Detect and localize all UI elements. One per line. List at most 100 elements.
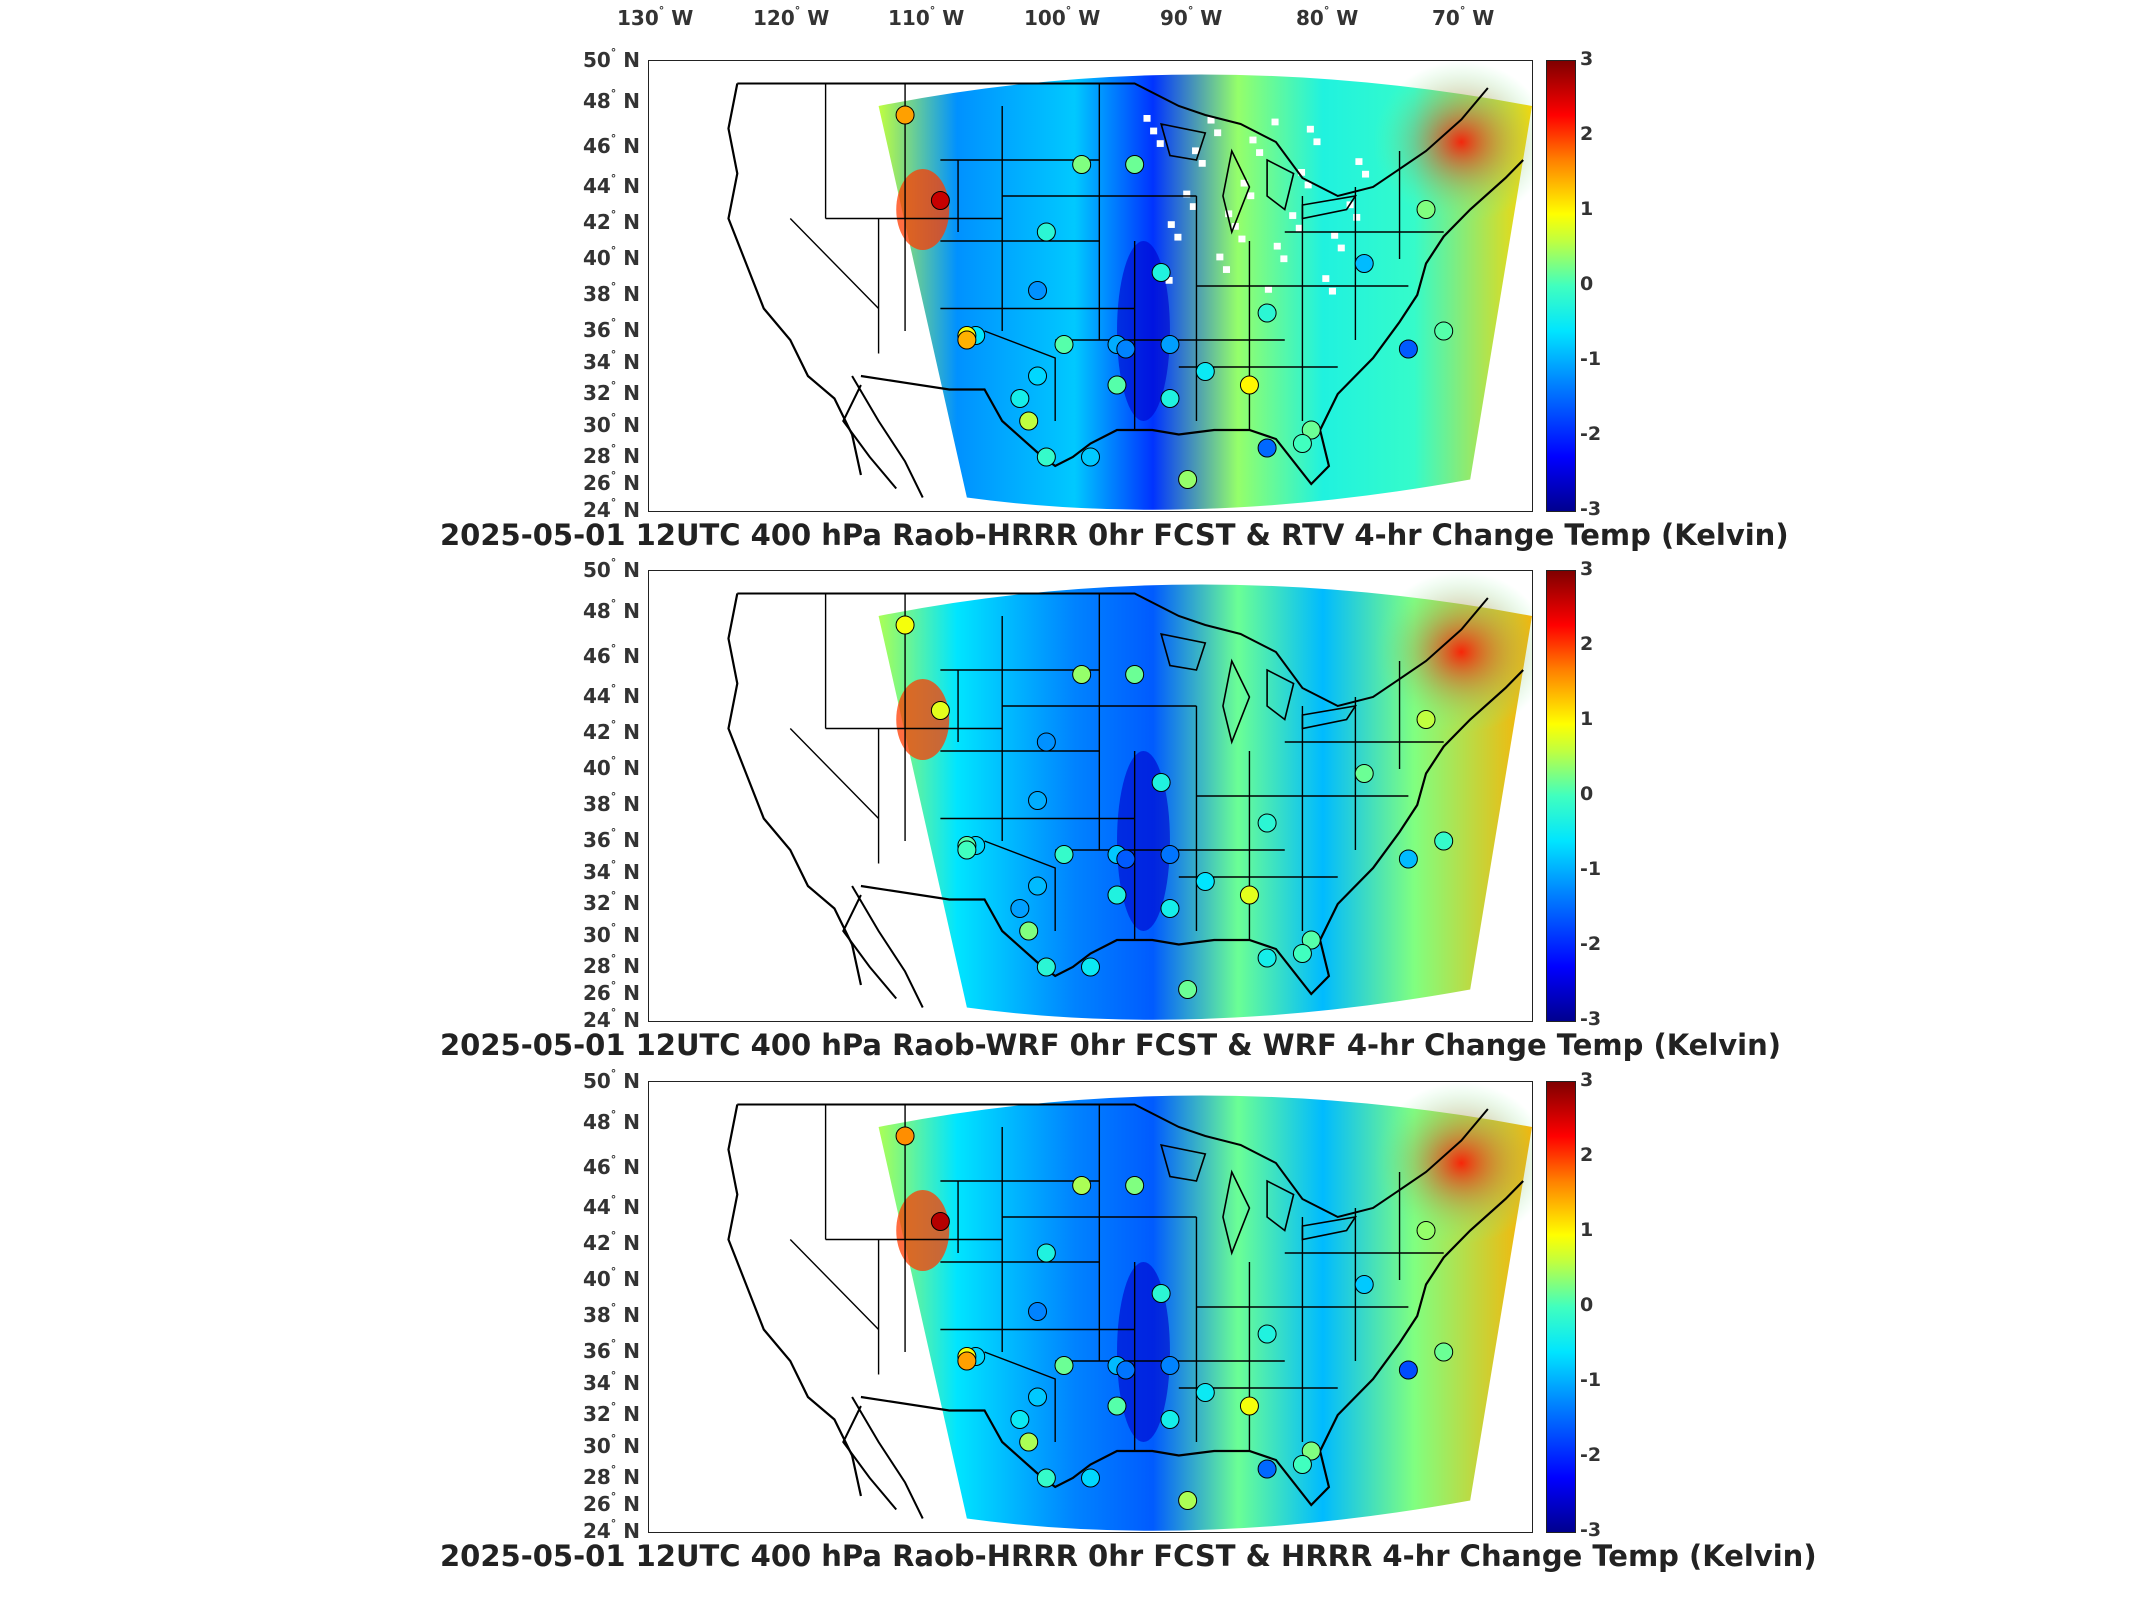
raob-station-marker xyxy=(1011,1411,1029,1429)
warm-anomaly-west xyxy=(896,679,950,760)
raob-station-marker xyxy=(1417,201,1435,219)
raob-station-marker xyxy=(1435,322,1453,340)
latitude-label: 26° N xyxy=(582,979,640,1005)
raob-station-marker xyxy=(958,841,976,859)
latitude-label: 36° N xyxy=(582,316,640,342)
latitude-label: 40° N xyxy=(582,244,640,270)
latitude-label: 28° N xyxy=(582,1463,640,1489)
warm-anomaly-northeast xyxy=(1373,1082,1532,1244)
raob-station-marker xyxy=(1399,1361,1417,1379)
latitude-label: 32° N xyxy=(582,1400,640,1426)
missing-data-speck xyxy=(1143,115,1151,122)
raob-station-marker xyxy=(1037,223,1055,241)
missing-data-speck xyxy=(1295,224,1303,232)
latitude-label: 50° N xyxy=(582,1067,640,1093)
colorbar-tick-label: -3 xyxy=(1580,498,1602,520)
latitude-label: 44° N xyxy=(582,1193,640,1219)
colorbar xyxy=(1546,60,1576,512)
raob-station-marker xyxy=(1082,958,1100,976)
missing-data-speck xyxy=(1225,210,1233,218)
raob-station-marker xyxy=(1037,1469,1055,1487)
great-lakes-outline xyxy=(1161,634,1355,742)
missing-data-speck xyxy=(1198,160,1206,167)
panel-title: 2025-05-01 12UTC 400 hPa Raob-HRRR 0hr F… xyxy=(440,1539,1817,1573)
raob-station-marker xyxy=(1196,1384,1214,1402)
latitude-label: 32° N xyxy=(582,379,640,405)
baja-coastline xyxy=(843,376,922,498)
raob-station-marker xyxy=(931,192,949,210)
warm-anomaly-west xyxy=(896,1190,950,1271)
raob-station-marker xyxy=(1161,900,1179,918)
latitude-label: 48° N xyxy=(582,1107,640,1134)
colorbar-tick-label: -1 xyxy=(1580,1369,1602,1391)
missing-data-speck xyxy=(1355,158,1363,165)
latitude-label: 46° N xyxy=(582,1152,640,1179)
raob-station-marker xyxy=(1302,1442,1320,1460)
baja-coastline xyxy=(843,1397,922,1519)
missing-data-speck xyxy=(1174,233,1182,241)
temperature-field xyxy=(878,1095,1532,1531)
missing-data-speck xyxy=(1249,136,1257,144)
colorbar-tick-label: -2 xyxy=(1580,1444,1602,1466)
colorbar-tick-label: 1 xyxy=(1580,708,1594,730)
latitude-label: 26° N xyxy=(582,469,640,495)
latitude-label: 36° N xyxy=(582,826,640,852)
latitude-label: 44° N xyxy=(582,682,640,708)
raob-station-marker xyxy=(1417,711,1435,729)
latitude-label: 42° N xyxy=(582,718,640,744)
missing-data-speck xyxy=(1337,244,1345,252)
colorbar-tick-label: 3 xyxy=(1580,48,1594,70)
state-boundary xyxy=(985,1352,1056,1442)
missing-data-speck xyxy=(1247,192,1255,200)
raob-station-marker xyxy=(1117,850,1135,868)
missing-data-speck xyxy=(1306,125,1314,133)
state-boundary xyxy=(985,331,1056,421)
raob-station-marker xyxy=(1240,886,1258,904)
raob-station-marker xyxy=(1108,376,1126,394)
raob-station-marker xyxy=(1417,1222,1435,1240)
raob-station-marker xyxy=(1020,412,1038,430)
raob-station-marker xyxy=(1055,336,1073,354)
latitude-label: 30° N xyxy=(582,920,640,947)
latitude-label: 44° N xyxy=(582,172,640,198)
latitude-label: 38° N xyxy=(582,280,640,306)
raob-station-marker xyxy=(1073,156,1091,174)
missing-data-speck xyxy=(1273,242,1281,250)
raob-station-marker xyxy=(1126,666,1144,684)
raob-station-marker xyxy=(1037,958,1055,976)
colorbar-tick-label: -3 xyxy=(1580,1008,1602,1030)
latitude-label: 34° N xyxy=(582,1368,640,1395)
warm-anomaly-west xyxy=(896,169,950,250)
map-frame xyxy=(648,60,1533,512)
longitude-label: 110° W xyxy=(888,4,965,30)
raob-station-marker xyxy=(896,1127,914,1145)
raob-station-marker xyxy=(1302,931,1320,949)
missing-data-speck xyxy=(1238,235,1246,243)
west-coastline xyxy=(728,84,860,476)
latitude-label: 28° N xyxy=(582,442,640,468)
missing-data-speck xyxy=(1207,116,1215,124)
raob-station-marker xyxy=(1258,949,1276,967)
latitude-label: 32° N xyxy=(582,889,640,915)
latitude-label: 50° N xyxy=(582,46,640,72)
missing-data-speck xyxy=(1313,138,1321,146)
raob-station-marker xyxy=(1399,850,1417,868)
raob-station-marker xyxy=(1020,922,1038,940)
raob-station-marker xyxy=(1435,832,1453,850)
colorbar xyxy=(1546,570,1576,1022)
state-boundary xyxy=(985,841,1056,931)
colorbar-tick-label: 0 xyxy=(1580,273,1594,295)
missing-data-speck xyxy=(1271,118,1279,126)
colorbar xyxy=(1546,1081,1576,1533)
raob-station-marker xyxy=(1355,1276,1373,1294)
state-boundary xyxy=(790,1240,878,1330)
raob-station-marker xyxy=(1037,733,1055,751)
longitude-label: 80° W xyxy=(1296,4,1359,30)
great-lakes-outline xyxy=(1161,124,1355,232)
raob-station-marker xyxy=(1108,886,1126,904)
map-frame xyxy=(648,570,1533,1022)
missing-data-speck xyxy=(1362,170,1370,178)
latitude-label: 38° N xyxy=(582,1301,640,1327)
raob-station-marker xyxy=(1152,264,1170,282)
longitude-label: 100° W xyxy=(1024,4,1101,30)
